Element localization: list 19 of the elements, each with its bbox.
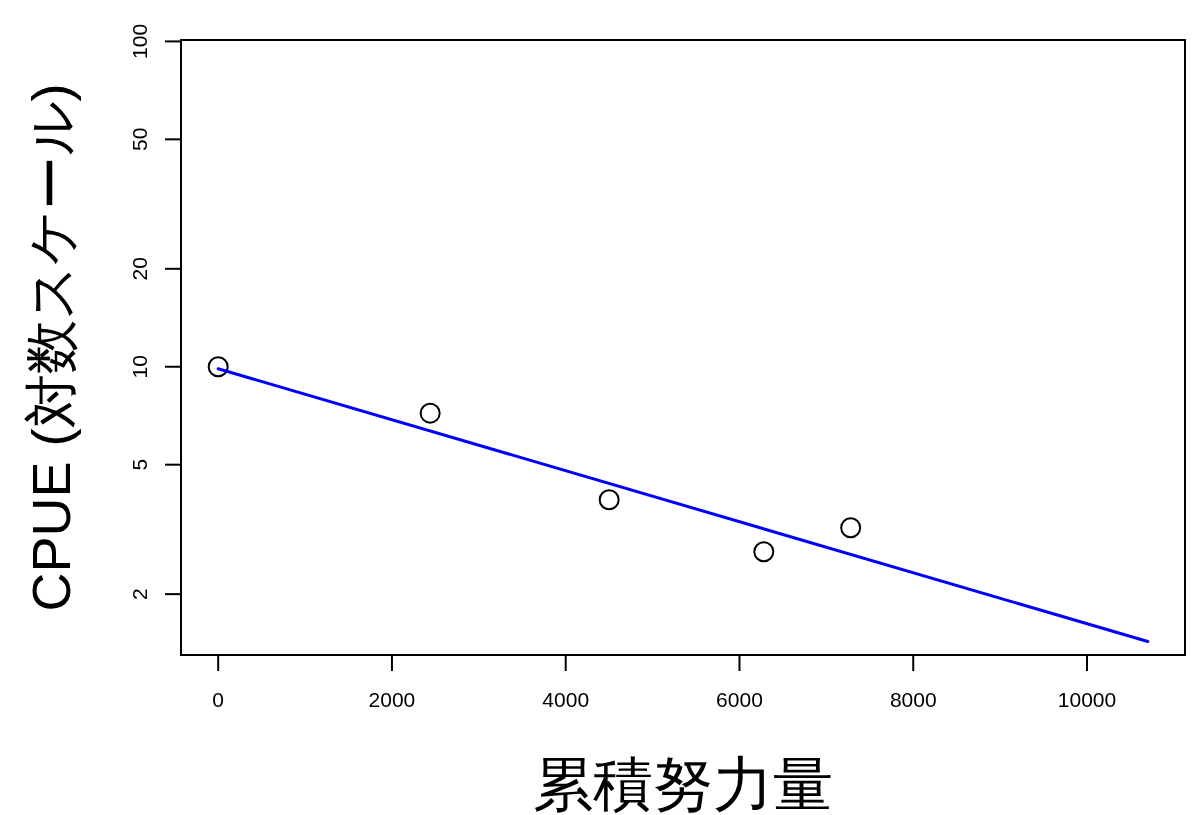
- y-tick-label: 100: [128, 23, 151, 59]
- x-tick-label: 4000: [542, 688, 590, 711]
- y-tick-label: 50: [128, 127, 151, 152]
- x-tick-label: 10000: [1057, 688, 1117, 711]
- point: [840, 517, 862, 539]
- point: [419, 402, 441, 424]
- x-tick-label: 2000: [368, 688, 416, 711]
- x-tick-label: 8000: [889, 688, 937, 711]
- point: [207, 356, 229, 378]
- y-axis-title: CPUE (対数スケール): [21, 83, 81, 612]
- point: [753, 541, 775, 563]
- point: [598, 489, 620, 511]
- y-tick-label: 20: [128, 257, 151, 281]
- x-tick-label: 6000: [716, 688, 763, 711]
- y-tick-label: 10: [128, 355, 151, 379]
- y-tick-label: 2: [128, 588, 151, 600]
- y-tick-label: 5: [128, 458, 151, 471]
- x-tick-label: 0: [212, 688, 225, 711]
- x-axis-title: 累積努力量: [533, 751, 833, 815]
